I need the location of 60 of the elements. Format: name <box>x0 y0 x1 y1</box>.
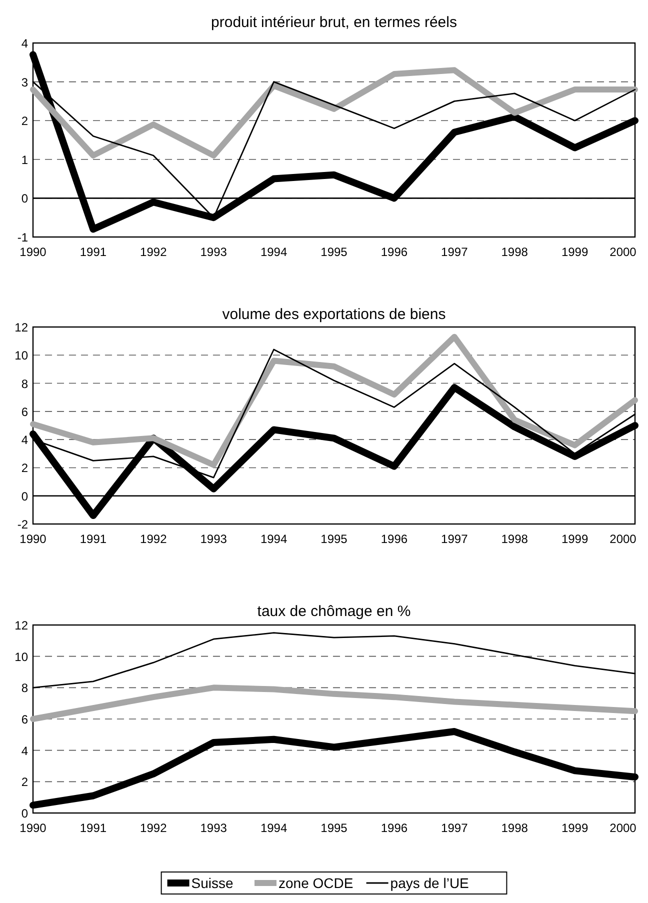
y-tick-label: 4 <box>21 36 28 50</box>
y-tick-label: 12 <box>14 320 28 334</box>
x-tick-label: 1998 <box>501 821 528 835</box>
x-tick-label: 1995 <box>320 532 348 546</box>
y-tick-label: 1 <box>21 152 28 167</box>
x-tick-label: 1999 <box>561 532 588 546</box>
y-tick-label: 0 <box>21 192 28 206</box>
y-tick-label: 8 <box>21 681 28 696</box>
legend-label: pays de l’UE <box>390 875 469 891</box>
legend-label: zone OCDE <box>278 875 354 891</box>
x-tick-label: 1993 <box>200 245 228 259</box>
x-tick-label: 1994 <box>260 532 288 546</box>
chart-title: taux de chômage en % <box>257 603 411 620</box>
x-tick-label: 1990 <box>20 245 47 259</box>
y-tick-label: 0 <box>21 806 28 820</box>
x-tick-label: 1994 <box>260 245 288 259</box>
x-tick-label: 1990 <box>20 821 47 835</box>
y-tick-label: 2 <box>21 775 28 790</box>
x-tick-label: 2000 <box>610 821 637 835</box>
x-tick-label: 2000 <box>610 532 637 546</box>
x-tick-label: 1999 <box>561 245 588 259</box>
x-tick-label: 1995 <box>320 821 348 835</box>
x-tick-label: 1994 <box>260 821 288 835</box>
x-tick-label: 1991 <box>80 532 107 546</box>
x-tick-label: 1999 <box>561 821 588 835</box>
x-tick-label: 1996 <box>380 821 408 835</box>
x-tick-label: 2000 <box>610 245 637 259</box>
chart-title: produit intérieur brut, en termes réels <box>211 14 457 31</box>
x-tick-label: 1992 <box>140 245 168 259</box>
x-tick-label: 1997 <box>441 821 468 835</box>
y-tick-label: 2 <box>21 114 28 128</box>
y-tick-label: 10 <box>14 348 28 363</box>
x-tick-label: 1998 <box>501 245 528 259</box>
x-tick-label: 1992 <box>140 532 168 546</box>
x-tick-label: 1993 <box>200 821 228 835</box>
y-tick-label: 8 <box>21 376 28 391</box>
chart-title: volume des exportations de biens <box>222 306 446 323</box>
y-tick-label: 6 <box>21 712 28 726</box>
y-tick-label: 3 <box>21 75 28 90</box>
x-tick-label: 1998 <box>501 532 528 546</box>
x-tick-label: 1996 <box>380 532 408 546</box>
y-tick-label: 0 <box>21 489 28 504</box>
y-tick-label: 10 <box>14 650 28 664</box>
x-tick-label: 1993 <box>200 532 228 546</box>
y-tick-label: 2 <box>21 461 28 476</box>
x-tick-label: 1991 <box>80 245 107 259</box>
y-tick-label: -1 <box>17 230 28 244</box>
legend-label: Suisse <box>191 875 234 891</box>
y-tick-label: 12 <box>14 618 28 632</box>
x-tick-label: 1991 <box>80 821 107 835</box>
x-tick-label: 1995 <box>320 245 348 259</box>
y-tick-label: -2 <box>17 518 28 532</box>
y-tick-label: 4 <box>21 744 28 758</box>
x-tick-label: 1996 <box>380 245 408 259</box>
y-tick-label: 6 <box>21 404 28 419</box>
y-tick-label: 4 <box>21 433 28 448</box>
x-tick-label: 1992 <box>140 821 168 835</box>
x-tick-label: 1990 <box>20 532 47 546</box>
x-tick-label: 1997 <box>441 532 468 546</box>
x-tick-label: 1997 <box>441 245 468 259</box>
